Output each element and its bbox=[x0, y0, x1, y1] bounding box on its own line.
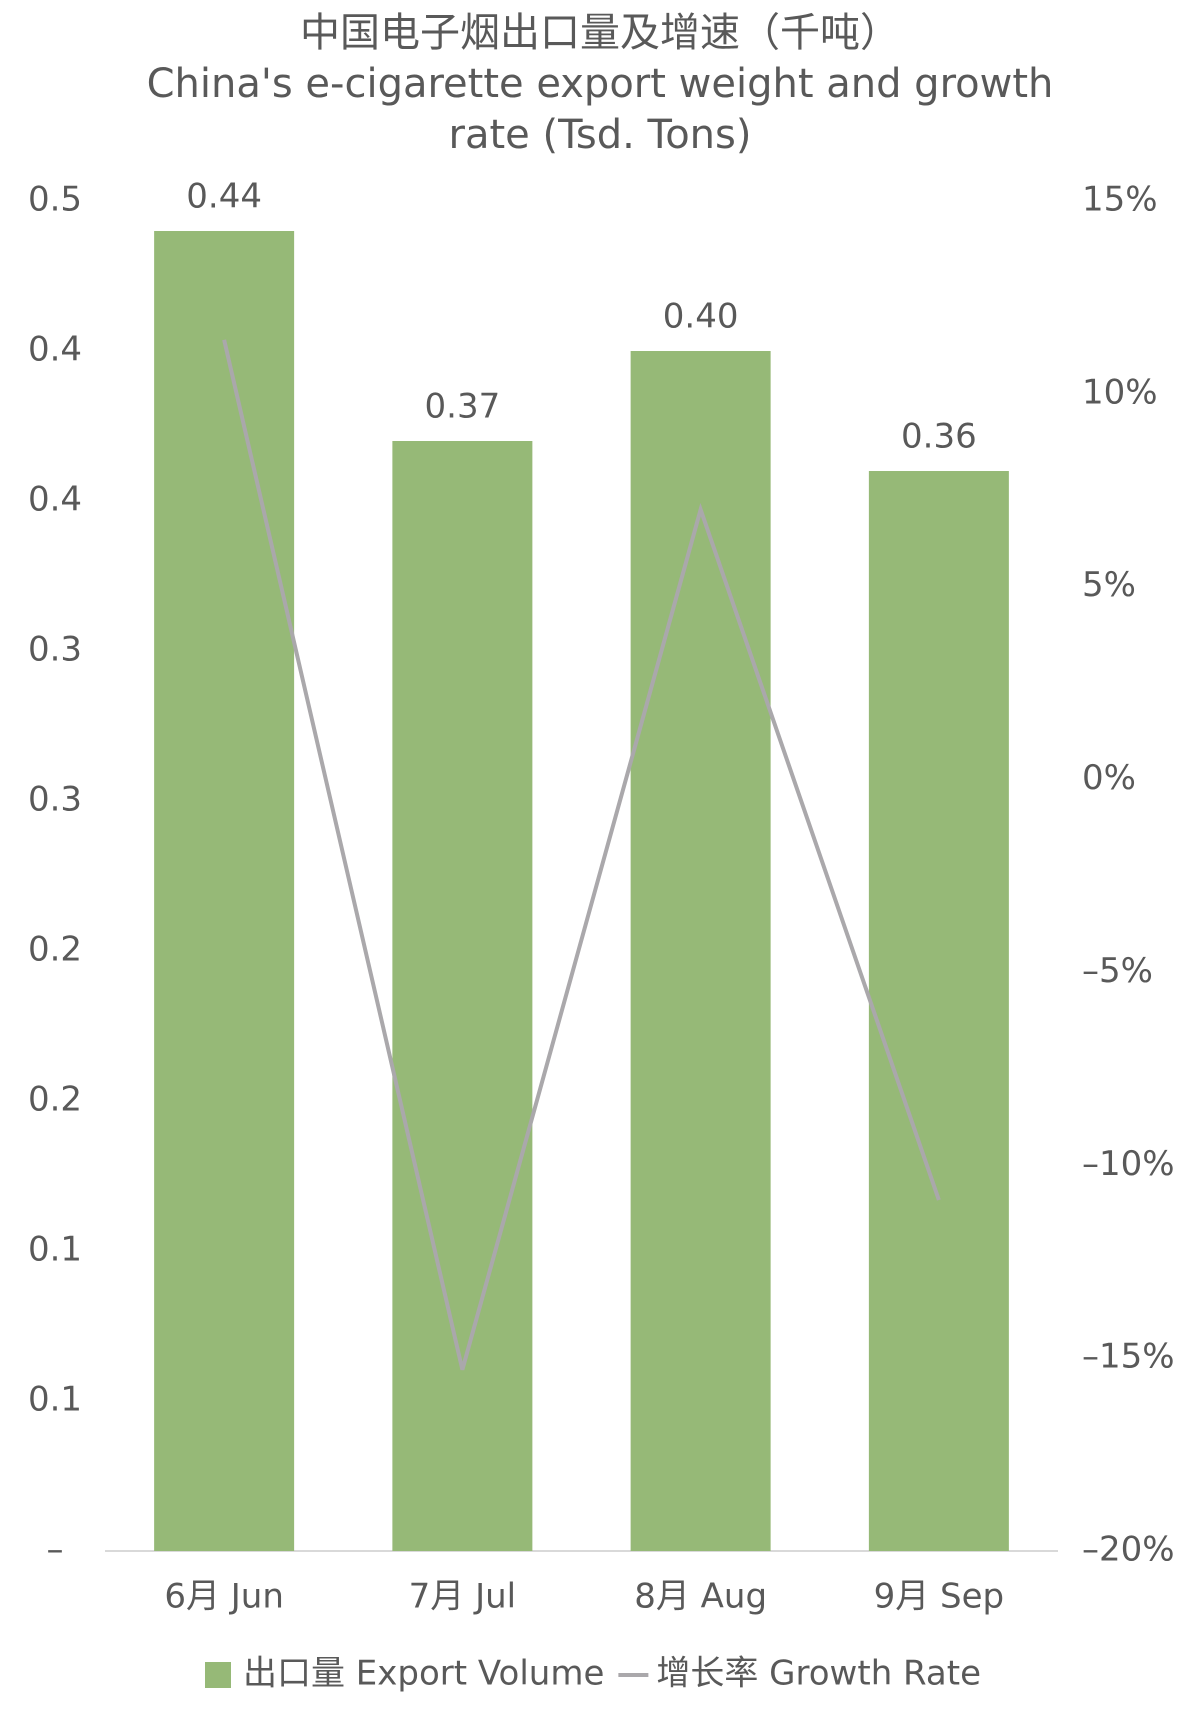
y2-tick-label: 15% bbox=[1082, 180, 1158, 220]
y2-tick-label: 0% bbox=[1082, 758, 1136, 798]
x-tick-label: 9月 Sep bbox=[874, 1577, 1005, 1617]
legend-label: 出口量 Export Volume bbox=[243, 1654, 604, 1694]
y2-tick-label: –10% bbox=[1082, 1144, 1175, 1184]
data-label: 0.36 bbox=[901, 417, 977, 457]
x-tick-label: 8月 Aug bbox=[634, 1577, 767, 1617]
x-tick-label: 6月 Jun bbox=[164, 1577, 284, 1617]
chart-title: 中国电子烟出口量及增速（千吨） bbox=[300, 10, 900, 56]
y2-tick-label: –15% bbox=[1082, 1337, 1175, 1377]
bar bbox=[630, 351, 771, 1551]
y-tick-label: 0.1 bbox=[28, 1380, 82, 1420]
data-label: 0.44 bbox=[186, 177, 262, 217]
y2-tick-label: 5% bbox=[1082, 565, 1136, 605]
y-tick-label: 0.4 bbox=[28, 330, 82, 370]
y2-tick-label: –5% bbox=[1082, 951, 1153, 991]
y-tick-label: – bbox=[47, 1530, 64, 1570]
data-label: 0.40 bbox=[663, 297, 739, 337]
y-tick-label: 0.2 bbox=[28, 1080, 82, 1120]
data-label: 0.37 bbox=[425, 387, 501, 427]
chart-subtitle: China's e-cigarette export weight and gr… bbox=[146, 61, 1054, 158]
bar bbox=[392, 441, 533, 1551]
y-tick-label: 0.4 bbox=[28, 480, 82, 520]
y-tick-label: 0.3 bbox=[28, 780, 82, 820]
legend-swatch bbox=[205, 1662, 231, 1688]
y-tick-label: 0.3 bbox=[28, 630, 82, 670]
y-tick-label: 0.1 bbox=[28, 1230, 82, 1270]
titles: 中国电子烟出口量及增速（千吨） China's e-cigarette expo… bbox=[100, 8, 1100, 161]
y-tick-label: 0.2 bbox=[28, 930, 82, 970]
y2-tick-label: 10% bbox=[1082, 372, 1158, 412]
bar bbox=[154, 231, 295, 1551]
y2-tick-label: –20% bbox=[1082, 1530, 1175, 1570]
x-tick-label: 7月 Jul bbox=[409, 1577, 516, 1617]
bar bbox=[868, 471, 1009, 1551]
legend-label: 增长率 Growth Rate bbox=[656, 1654, 981, 1694]
y-tick-label: 0.5 bbox=[28, 180, 82, 220]
line bbox=[222, 339, 941, 1371]
